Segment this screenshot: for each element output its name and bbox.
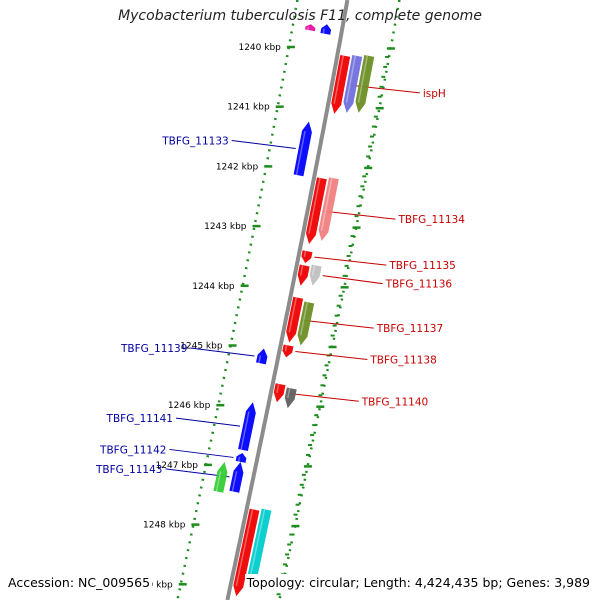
gene-label: TBFG_11133: [161, 135, 228, 147]
gene-highlight: [215, 471, 222, 492]
backbone: [225, 0, 350, 600]
label-leader: [190, 347, 255, 357]
ruler-right: [278, 0, 401, 600]
genome-stats: Topology: circular; Length: 4,424,435 bp…: [244, 574, 592, 591]
gene-arrow: [318, 177, 339, 241]
label-leader: [169, 448, 234, 458]
gene-arrow: [284, 387, 297, 409]
tick-label: 1247 kbp: [156, 461, 199, 471]
gene-arrow: [282, 344, 294, 358]
label-leader: [322, 275, 383, 285]
gene-arrow: [331, 55, 351, 114]
gene-arrow: [229, 461, 244, 493]
tick-label: 1240 kbp: [238, 43, 281, 53]
gene-highlight: [357, 55, 369, 103]
label-leader: [231, 139, 296, 149]
gene-label: TBFG_11136: [385, 279, 453, 291]
gene-arrow: [246, 508, 272, 591]
gene-arrow: [273, 383, 286, 403]
label-leader: [314, 256, 387, 266]
gene-highlight: [322, 28, 325, 34]
gene-arrow: [238, 402, 256, 451]
gene-label: TBFG_11142: [99, 444, 166, 456]
gene-arrow: [256, 348, 268, 365]
gene-highlight: [345, 55, 357, 103]
gene-arrow: [235, 453, 247, 463]
gene-arrow: [309, 264, 322, 286]
gene-arrow: [305, 24, 316, 32]
gene-arrow: [320, 24, 332, 35]
gene-highlight: [248, 509, 266, 581]
tick-label: 1248 kbp: [143, 521, 186, 531]
gene-highlight: [299, 301, 309, 336]
gene-highlight: [235, 509, 254, 587]
gene-highlight: [240, 411, 250, 450]
gene-highlight: [231, 471, 238, 492]
gene-label: TBFG_11137: [376, 323, 443, 335]
label-leader: [301, 319, 374, 329]
gene-label: TBFG_11134: [397, 214, 465, 226]
gene-label: TBFG_11143: [95, 464, 162, 476]
label-leader: [175, 417, 241, 427]
tick-label: 1246 kbp: [168, 401, 211, 411]
gene-highlight: [333, 55, 345, 104]
gene-highlight: [284, 344, 288, 352]
accession-label: Accession: NC_009565: [6, 574, 153, 591]
gene-label: TBFG_11138: [369, 354, 436, 366]
gene-arrow: [233, 508, 260, 597]
tick-label: 1244 kbp: [192, 282, 235, 292]
gene-label: TBFG_11140: [361, 396, 428, 408]
tick-label: 1243 kbp: [204, 222, 247, 232]
gene-arrow: [343, 55, 363, 113]
map-title: Mycobacterium tuberculosis F11, complete…: [118, 8, 482, 24]
gene-highlight: [286, 387, 291, 399]
tick-label: 249 kbp: [136, 580, 173, 590]
gene-arrow: [293, 121, 312, 177]
gene-highlight: [258, 355, 262, 364]
gene-arrow: [301, 250, 313, 264]
label-leader: [286, 392, 359, 402]
gene-highlight: [276, 383, 280, 394]
gene-label: ispH: [423, 88, 446, 100]
gene-highlight: [320, 177, 333, 231]
gene-highlight: [311, 264, 316, 276]
label-leader: [295, 350, 368, 360]
gene-arrow: [297, 264, 310, 286]
tick-label: 1242 kbp: [216, 162, 259, 172]
gene-arrow: [297, 301, 315, 346]
gene-highlight: [307, 26, 310, 31]
gene-label: TBFG_11141: [106, 413, 173, 425]
gene-label: TBFG_11135: [388, 260, 455, 272]
gene-arrow: [213, 461, 228, 493]
gene-highlight: [308, 177, 321, 234]
ruler-left: [176, 0, 299, 600]
tick-label: 1245 kbp: [180, 342, 223, 352]
tick-label: 1241 kbp: [227, 103, 270, 113]
gene-arrow: [355, 55, 375, 113]
gene-highlight: [299, 264, 304, 276]
label-leader: [323, 210, 396, 220]
gene-highlight: [303, 250, 307, 258]
gene-highlight: [237, 456, 241, 462]
gene-arrow: [286, 296, 304, 343]
gene-highlight: [288, 297, 298, 333]
gene-arrow: [306, 177, 327, 244]
gene-highlight: [295, 130, 306, 176]
gene-label: TBFG_11139: [120, 343, 187, 355]
